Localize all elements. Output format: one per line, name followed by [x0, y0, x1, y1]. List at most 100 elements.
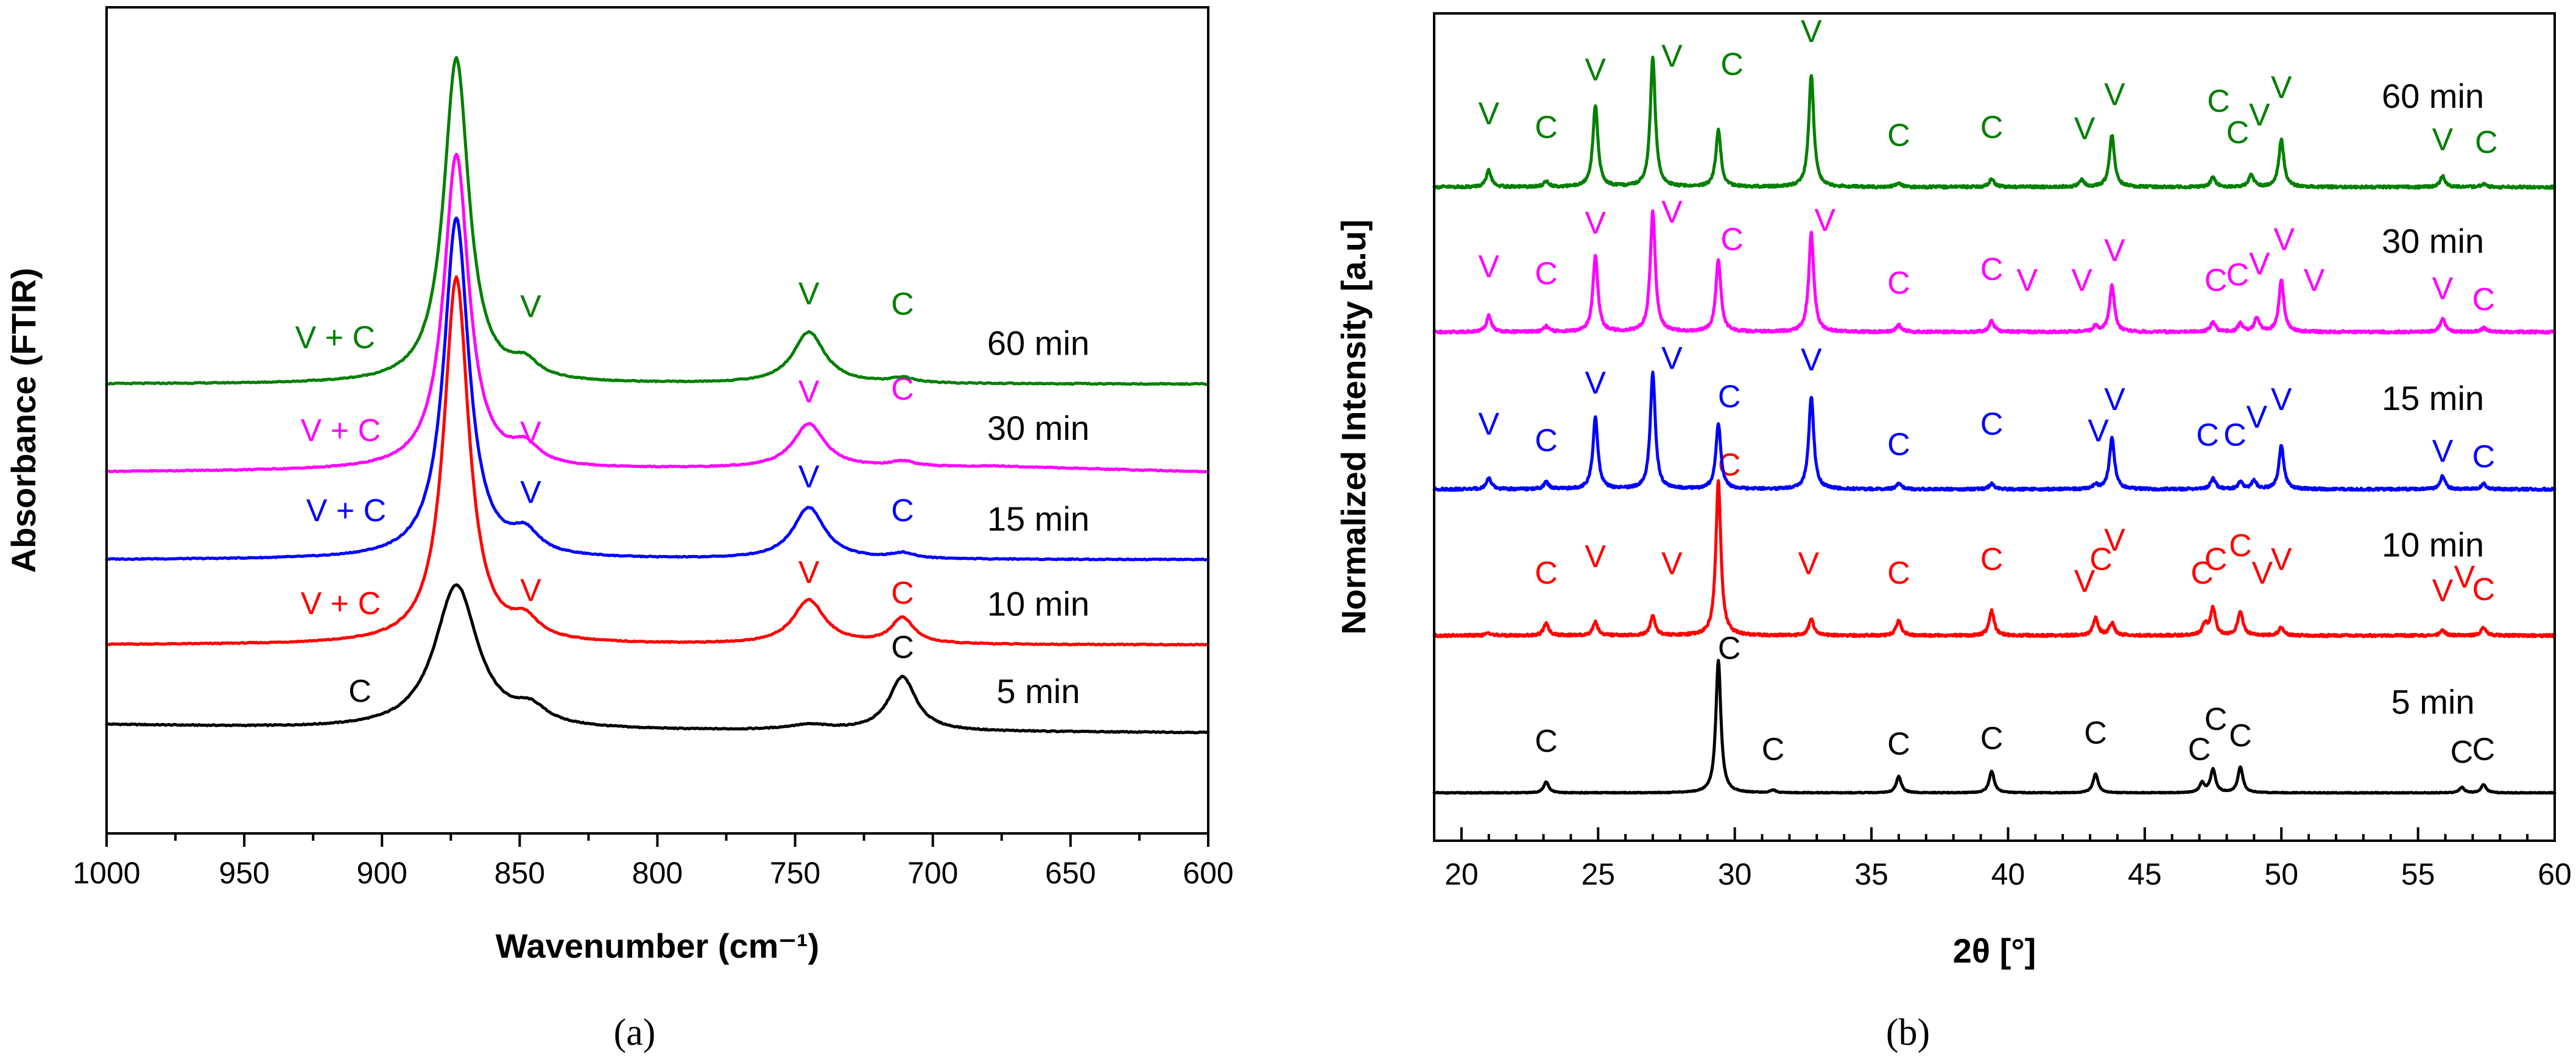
xrd-peak-label: C: [1887, 556, 1910, 591]
ftir-line-60-min: [105, 55, 1210, 386]
ftir-x-tick-label: 750: [770, 856, 820, 890]
xrd-peak-label: C: [2451, 735, 2474, 770]
xrd-plot-frame: [1433, 12, 2556, 842]
xrd-peak-label: C: [2472, 282, 2496, 317]
xrd-peak-label: V: [2088, 414, 2109, 449]
xrd-peak-label: C: [2226, 115, 2250, 150]
ftir-peak-label: C: [891, 286, 914, 322]
ftir-peak-label: C: [891, 493, 914, 528]
ftir-series-label: 5 min: [997, 672, 1080, 710]
ftir-x-tick-label: 1000: [72, 856, 140, 890]
xrd-peak-label: V: [2071, 263, 2092, 299]
ftir-peak-label: V: [798, 374, 820, 409]
ftir-peak-label: V: [798, 555, 820, 590]
ftir-peak-label: V + C: [301, 586, 381, 621]
xrd-peak-label: V: [1585, 52, 1606, 88]
xrd-peak-label: C: [1718, 379, 1741, 414]
xrd-peak-label: V: [1585, 539, 1606, 574]
xrd-peak-label: C: [2089, 542, 2113, 578]
xrd-x-axis-title: 2θ [°]: [1953, 932, 2036, 970]
ftir-series-label: 60 min: [987, 324, 1089, 362]
xrd-peak-label: V: [1478, 406, 1499, 442]
xrd-peak-label: C: [2226, 258, 2250, 293]
ftir-line-10-min: [105, 275, 1210, 647]
xrd-peak-label: C: [1980, 110, 2004, 145]
xrd-peak-label: V: [1661, 39, 1683, 74]
ftir-x-tick-label: 850: [494, 856, 545, 890]
panel-a-label: (a): [614, 1012, 656, 1053]
ftir-x-tick-label: 700: [907, 856, 958, 890]
ftir-x-tick-label: 800: [632, 856, 683, 890]
xrd-peak-label: V: [2271, 542, 2292, 578]
xrd-peak-label: C: [1535, 556, 1558, 591]
xrd-peak-label: V: [2251, 556, 2273, 591]
panel-b-label: (b): [1886, 1012, 1930, 1053]
ftir-line-15-min: [105, 216, 1210, 562]
xrd-x-tick-label: 35: [1854, 857, 1888, 891]
ftir-peak-label: C: [348, 674, 371, 709]
xrd-peak-label: C: [2207, 84, 2230, 119]
xrd-series-label: 60 min: [2382, 77, 2484, 115]
xrd-peak-label: V: [2249, 247, 2270, 282]
xrd-peak-label: C: [2191, 556, 2214, 591]
xrd-peak-label: C: [1887, 427, 1910, 462]
xrd-peak-label: C: [1535, 423, 1558, 458]
xrd-line-10-min: [1432, 479, 2557, 638]
ftir-peak-label: V + C: [301, 413, 381, 448]
xrd-peak-label: V: [2104, 77, 2125, 112]
xrd-peak-label: C: [2205, 542, 2228, 578]
ftir-peak-label: V: [520, 573, 541, 609]
ftir-peak-label: V: [520, 289, 541, 325]
xrd-x-tick-label: 20: [1445, 857, 1479, 891]
xrd-peak-label: C: [2205, 263, 2228, 299]
ftir-x-tick-label: 650: [1045, 856, 1096, 890]
xrd-peak-label: C: [2196, 417, 2219, 453]
xrd-peak-label: C: [2188, 732, 2211, 768]
ftir-peak-label: V + C: [295, 320, 376, 355]
ftir-y-axis-title: Absorbance (FTIR): [4, 268, 43, 573]
xrd-peak-label: C: [2223, 417, 2247, 453]
xrd-peak-label: C: [1720, 222, 1744, 257]
xrd-peak-label: V: [2432, 434, 2454, 469]
xrd-peak-label: V: [2249, 97, 2270, 133]
xrd-peak-label: V: [1661, 546, 1683, 581]
xrd-peak-label: V: [2271, 70, 2292, 105]
xrd-peak-label: V: [2104, 523, 2125, 558]
ftir-x-axis-title: Wavenumber (cm⁻¹): [496, 927, 820, 965]
xrd-peak-label: C: [1535, 256, 1558, 291]
xrd-peak-label: C: [1720, 47, 1744, 82]
xrd-peak-label: C: [1980, 406, 2004, 442]
xrd-series-label: 5 min: [2391, 682, 2475, 721]
xrd-x-tick-label: 25: [1581, 857, 1615, 891]
xrd-peak-label: V: [2454, 560, 2476, 595]
ftir-peak-label: C: [891, 630, 914, 665]
ftir-peak-label: V: [798, 276, 820, 311]
xrd-peak-label: V: [1585, 366, 1606, 401]
xrd-x-tick-label: 50: [2264, 857, 2298, 891]
xrd-peak-label: V: [2273, 222, 2295, 257]
xrd-peak-label: C: [1887, 727, 1910, 762]
ftir-peak-label: V + C: [306, 493, 387, 528]
xrd-peak-label: C: [1887, 266, 1910, 301]
xrd-peak-label: V: [1801, 14, 1822, 49]
xrd-line-15-min: [1432, 370, 2557, 492]
xrd-line-30-min: [1432, 209, 2557, 335]
xrd-line-60-min: [1432, 55, 2557, 190]
xrd-peak-label: C: [2205, 702, 2228, 737]
xrd-peak-label: V: [2074, 564, 2096, 599]
xrd-peak-label: C: [2475, 125, 2498, 160]
ftir-peak-label: V: [520, 475, 541, 511]
xrd-x-tick-label: 30: [1718, 857, 1752, 891]
ftir-series-label: 30 min: [987, 409, 1089, 447]
xrd-peak-label: V: [1801, 342, 1822, 378]
xrd-peak-label: V: [2017, 263, 2038, 299]
ftir-peak-label: V: [520, 415, 541, 451]
xrd-peak-label: V: [2432, 271, 2454, 306]
ftir-peak-label: C: [891, 576, 914, 611]
xrd-line-5-min: [1432, 659, 2557, 795]
xrd-peak-label: V: [2074, 111, 2096, 147]
xrd-peak-label: C: [1535, 724, 1558, 759]
